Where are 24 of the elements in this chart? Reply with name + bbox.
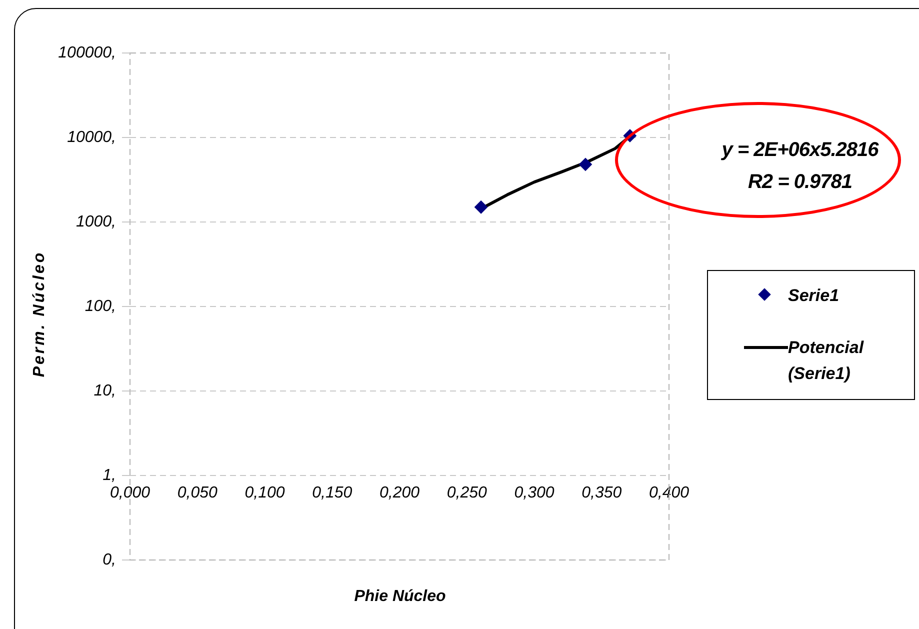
x-tick-label: 0,100 [244,484,285,502]
y-axis-title: Perm. Núcleo [31,250,49,380]
y-tick-label: 100000, [58,44,116,62]
point [578,158,592,171]
y-tick-label: 100, [84,298,116,315]
x-tick-label: 0,050 [177,484,218,502]
text: R2 = 0.9781 [746,170,854,195]
x-tick-label: 0,350 [582,484,622,502]
legend-label: Serie1 [788,285,840,307]
legend-label: Potencial (Serie1) [788,337,865,385]
x-tick-label: 0,000 [110,484,150,502]
text: y = 2E+06x5.2816 [720,138,880,163]
x-axis-title: Phie Núcleo [353,588,447,606]
x-tick-label: 0,400 [648,484,690,502]
y-tick-label: 1000, [76,213,116,230]
point [474,200,488,214]
y-tick-label: 1, [102,466,116,484]
x-tick-label: 0,300 [514,484,554,502]
x-tick-label: 0,150 [312,484,352,502]
y-tick-label: 10, [94,382,116,400]
x-tick-label: 0,250 [446,484,487,502]
y-tick-label: 0, [102,551,116,568]
x-tick-label: 0,200 [379,484,420,502]
y-tick-label: 10000, [67,128,116,146]
